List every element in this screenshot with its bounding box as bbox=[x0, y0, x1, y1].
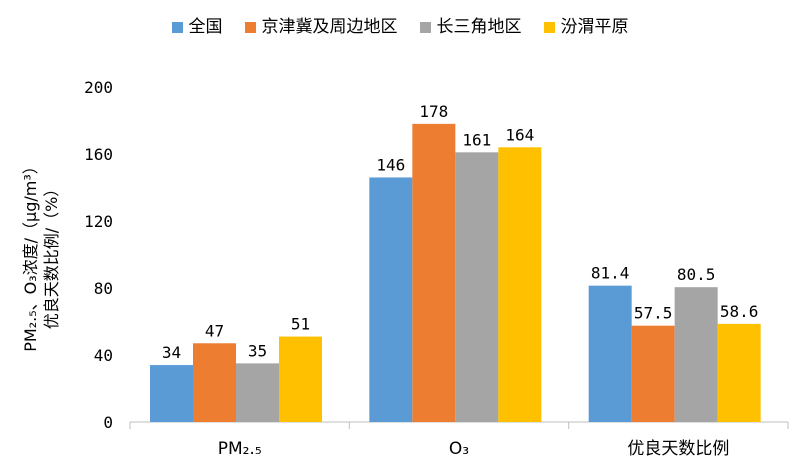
data-label: 178 bbox=[419, 102, 448, 121]
legend-label: 汾渭平原 bbox=[560, 17, 629, 37]
bar bbox=[369, 177, 413, 422]
data-label: 161 bbox=[462, 130, 491, 149]
data-label: 146 bbox=[376, 155, 405, 174]
bar bbox=[455, 152, 499, 422]
legend-item: 全国 bbox=[171, 16, 223, 38]
legend-label: 全国 bbox=[188, 17, 223, 37]
legend-label: 长三角地区 bbox=[436, 17, 522, 37]
bar bbox=[236, 363, 279, 422]
y-axis-label-line1: PM₂.₅、O₃浓度/（μg/m³） bbox=[21, 158, 40, 352]
y-tick-label: 80 bbox=[94, 279, 113, 298]
data-label: 51 bbox=[291, 315, 310, 334]
bar bbox=[498, 147, 542, 423]
y-tick-label: 0 bbox=[103, 413, 113, 432]
y-axis-label-line2: 优良天数比例/（%） bbox=[42, 181, 61, 330]
legend-item: 长三角地区 bbox=[419, 16, 522, 38]
y-tick-label: 120 bbox=[84, 212, 113, 231]
bar bbox=[631, 325, 675, 422]
legend-item: 汾渭平原 bbox=[543, 16, 629, 38]
y-tick-label: 200 bbox=[84, 78, 113, 97]
y-tick-label: 40 bbox=[94, 346, 113, 365]
bar bbox=[279, 336, 322, 422]
x-tick-label: PM₂.₅ bbox=[218, 439, 262, 459]
data-label: 164 bbox=[505, 125, 534, 144]
x-tick-label: O₃ bbox=[449, 439, 469, 459]
bar bbox=[717, 323, 761, 422]
data-label: 80.5 bbox=[677, 265, 716, 284]
data-label: 35 bbox=[248, 341, 267, 360]
legend-swatch bbox=[419, 21, 431, 33]
legend-swatch bbox=[171, 21, 183, 33]
bar bbox=[674, 287, 718, 422]
legend: 全国 京津冀及周边地区 长三角地区 汾渭平原 bbox=[0, 16, 800, 38]
data-label: 58.6 bbox=[720, 302, 759, 321]
data-label: 57.5 bbox=[634, 304, 673, 323]
bar bbox=[412, 123, 456, 422]
bar bbox=[193, 343, 236, 422]
data-label: 34 bbox=[162, 343, 181, 362]
y-tick-label: 160 bbox=[84, 145, 113, 164]
x-tick-label: 优良天数比例 bbox=[627, 439, 729, 459]
legend-label: 京津冀及周边地区 bbox=[261, 17, 398, 37]
data-label: 81.4 bbox=[591, 264, 630, 283]
legend-swatch bbox=[543, 21, 555, 33]
legend-swatch bbox=[244, 21, 256, 33]
legend-item: 京津冀及周边地区 bbox=[244, 16, 398, 38]
bar bbox=[150, 365, 193, 422]
bar bbox=[588, 285, 632, 422]
data-label: 47 bbox=[205, 321, 224, 340]
